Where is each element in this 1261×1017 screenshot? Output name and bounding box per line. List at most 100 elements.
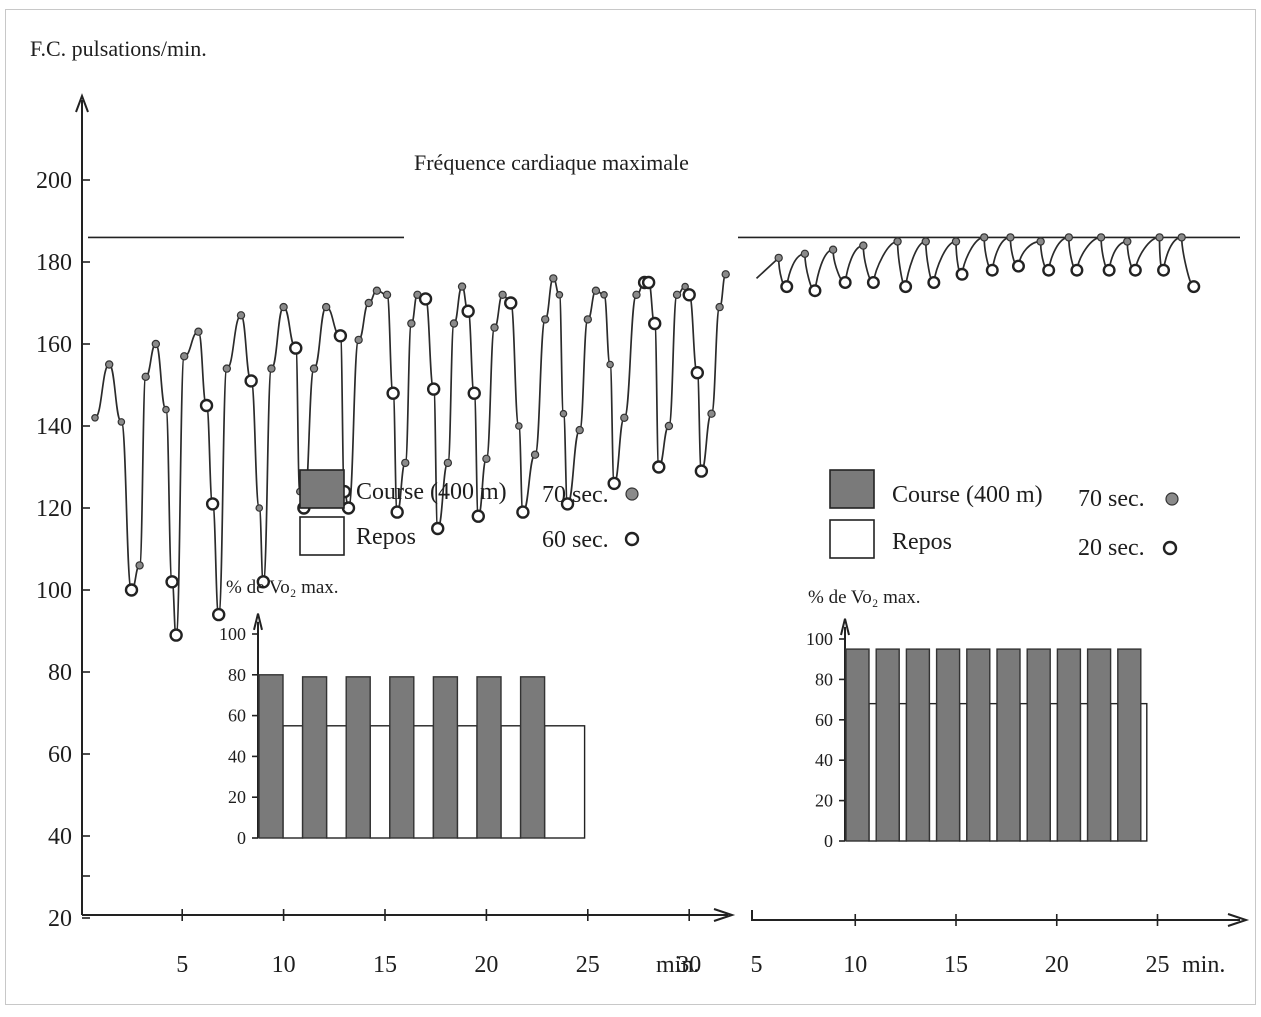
y-tick-label: 120 (36, 496, 72, 522)
left-x-arrow-icon (713, 908, 736, 922)
run-point (372, 286, 382, 295)
rest-bar (325, 725, 347, 839)
legend-run-label: Course (400 m) (356, 479, 507, 505)
rest-point (431, 521, 445, 536)
inset-y-tick-label: 80 (228, 665, 246, 685)
run-point (1064, 233, 1074, 242)
run-point (707, 409, 716, 418)
run-point (482, 454, 491, 463)
run-point (364, 298, 373, 308)
rest-point (808, 284, 822, 298)
right-x-axis (751, 910, 1240, 921)
right-axes (751, 910, 1250, 927)
max-heart-rate-label: Fréquence cardiaque maximale (414, 150, 689, 175)
run-bar (996, 648, 1021, 842)
run-point (921, 237, 930, 246)
rest-point (256, 575, 271, 589)
rest-point (780, 280, 794, 294)
run-point (222, 364, 232, 373)
data-point (559, 409, 568, 418)
run-point (672, 290, 682, 299)
y-tick-label: 180 (36, 250, 72, 276)
rest-bar (456, 725, 478, 839)
rest-point (927, 276, 941, 290)
inset-y-title: % de Vo₂ max. (808, 587, 921, 608)
legend-rest-label: Repos (892, 529, 952, 555)
inset-y-arrow-icon (840, 618, 850, 636)
rest-bar (1140, 702, 1148, 842)
data-point (606, 360, 614, 369)
inset-y-tick-label: 0 (824, 831, 833, 851)
legend-rest-dot-icon (624, 531, 640, 547)
rest-point (390, 505, 404, 519)
rest-point (333, 329, 348, 343)
rest-bar (500, 725, 522, 839)
run-point (449, 319, 459, 328)
run-bar (258, 674, 284, 839)
x-tick-label: 20 (1045, 952, 1069, 978)
run-point (443, 458, 453, 468)
inset-y-tick-label: 0 (237, 828, 246, 848)
run-point (575, 425, 584, 435)
run-point (104, 360, 114, 369)
run-point (774, 253, 783, 263)
legend-rest-time: 60 sec. (542, 527, 609, 553)
y-tick-label: 40 (48, 824, 72, 850)
rest-bar (1109, 702, 1119, 842)
data-point (515, 422, 523, 430)
rest-point (426, 382, 441, 396)
run-point (180, 352, 189, 361)
rest-point (516, 505, 530, 519)
run-point (591, 286, 601, 295)
rest-point (1157, 263, 1171, 277)
x-tick-label: 5 (751, 952, 763, 978)
run-bar (432, 676, 459, 839)
rest-bar (989, 702, 998, 842)
rest-point (467, 386, 481, 400)
rest-point (124, 583, 139, 597)
legend-run-swatch (829, 469, 875, 509)
vo2-inset-right: % de Vo₂ max. 0 20 40 60 80 100 (806, 587, 1148, 851)
data-point (117, 418, 126, 426)
rest-point (652, 460, 666, 474)
run-point (951, 237, 961, 246)
run-bar (301, 676, 328, 839)
rest-point (212, 607, 226, 622)
left-heart-rate-series (91, 270, 730, 642)
rest-bar (868, 702, 877, 842)
data-point (255, 504, 264, 512)
rest-point (682, 288, 696, 302)
run-point (800, 249, 810, 258)
run-bar (1086, 648, 1112, 842)
run-point (151, 339, 161, 349)
run-bar (389, 676, 415, 839)
inset-y-tick-label: 20 (815, 791, 833, 811)
y-tick-label: 80 (48, 660, 72, 686)
run-point (457, 282, 467, 291)
run-point (407, 319, 416, 328)
run-bar (1056, 648, 1082, 842)
run-point (135, 561, 144, 570)
run-point (1096, 233, 1106, 242)
rest-point (866, 276, 880, 290)
run-bar (1117, 648, 1142, 842)
right-heart-rate-chart: 5 10 15 20 25 min. (751, 233, 1250, 978)
inset-y-title: % de Vo₂ max. (226, 577, 339, 598)
inset-y-tick-label: 80 (815, 669, 833, 689)
rest-point (641, 275, 656, 290)
run-bar (845, 648, 870, 842)
rest-point (1011, 259, 1025, 273)
run-point (893, 237, 902, 246)
run-bar (345, 676, 371, 839)
rest-point (607, 476, 621, 491)
run-point (632, 290, 641, 299)
rest-point (504, 296, 518, 310)
heart-rate-line (94, 273, 727, 636)
rest-point (899, 280, 913, 294)
rest-point (289, 341, 303, 355)
run-point (583, 315, 593, 324)
run-point (980, 233, 989, 242)
rest-point (694, 464, 709, 478)
rest-point (1070, 263, 1084, 277)
